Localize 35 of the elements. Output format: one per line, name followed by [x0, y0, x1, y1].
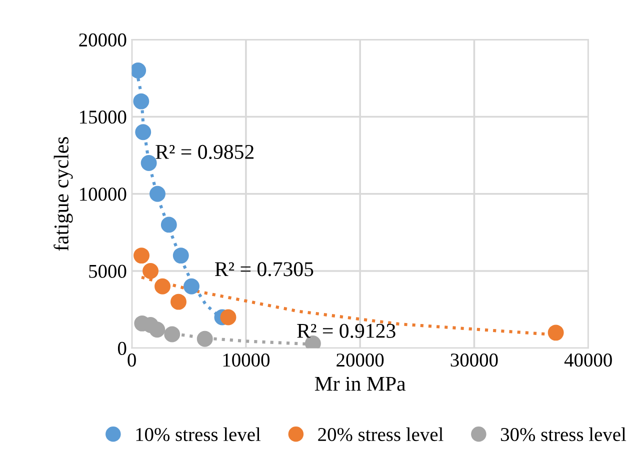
point: [196, 330, 213, 347]
point: [184, 278, 200, 294]
point: [164, 326, 180, 342]
x-tick-label: 10000: [223, 354, 270, 367]
x-tick-label: 20000: [336, 354, 384, 367]
x-tick-label: 0: [128, 354, 136, 367]
x-axis-title: Mr in MPa: [314, 376, 406, 391]
y-tick-label: 15000: [80, 110, 126, 124]
point: [149, 322, 166, 338]
y-axis-title: fatigue cycles: [54, 137, 73, 251]
point: [548, 324, 564, 341]
point: [160, 216, 177, 233]
point: [134, 248, 150, 264]
y-tick-label: 20000: [79, 33, 126, 47]
point: [170, 294, 186, 310]
y-tick-label: 5000: [89, 264, 126, 278]
x-tick-label: 30000: [450, 354, 498, 367]
y-tick-label: 10000: [80, 188, 126, 201]
point: [172, 248, 189, 264]
legend-label: 30% stress level: [501, 427, 626, 442]
point: [140, 155, 157, 171]
annotation: R² = 0.9123: [297, 324, 396, 338]
annotation: R² = 0.7305: [215, 262, 314, 276]
point: [220, 309, 236, 326]
point: [150, 186, 166, 202]
legend-label: 10% stress level: [136, 427, 261, 442]
legend-label: 20% stress level: [318, 427, 444, 442]
point: [135, 124, 152, 140]
point: [154, 278, 170, 294]
y-tick-label: 0: [118, 342, 126, 356]
point: [142, 263, 159, 279]
point: [133, 93, 150, 110]
annotation: R² = 0.9852: [156, 144, 254, 160]
point: [132, 62, 146, 78]
x-tick-label: 40000: [564, 354, 612, 367]
